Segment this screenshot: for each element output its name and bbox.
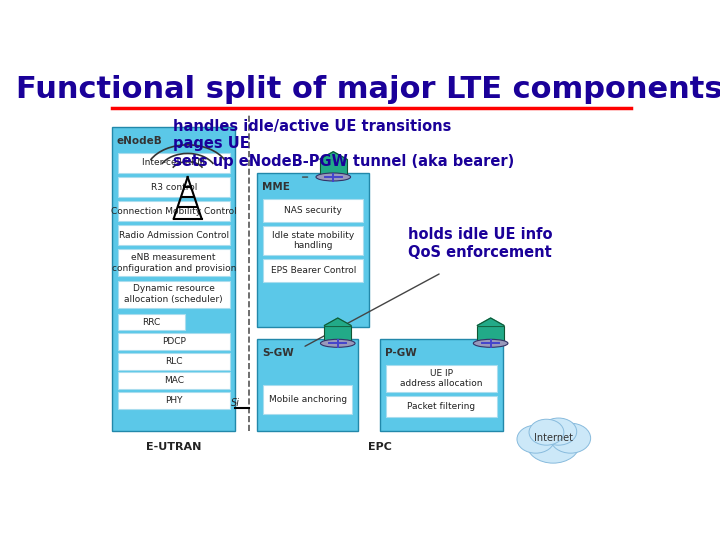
FancyBboxPatch shape [118,249,230,276]
Text: Functional split of major LTE components: Functional split of major LTE components [16,75,720,104]
Text: Si: Si [230,398,240,408]
Text: Dynamic resource
allocation (scheduler): Dynamic resource allocation (scheduler) [125,285,223,304]
Ellipse shape [316,173,351,181]
Text: Mobile anchoring: Mobile anchoring [269,395,347,404]
Polygon shape [477,318,504,326]
Text: EPS Bearer Control: EPS Bearer Control [271,266,356,275]
Text: handles idle/active UE transitions
pages UE
sets up eNodeB-PGW tunnel (aka beare: handles idle/active UE transitions pages… [174,119,515,168]
FancyBboxPatch shape [118,177,230,197]
Text: PDCP: PDCP [162,337,186,346]
Text: Idle state mobility
handling: Idle state mobility handling [272,231,354,250]
Text: NAS security: NAS security [284,206,342,214]
Circle shape [540,418,577,445]
Circle shape [517,425,554,453]
Circle shape [529,419,564,445]
FancyBboxPatch shape [477,326,504,341]
Text: EPC: EPC [368,442,392,453]
Text: eNB measurement
configuration and provision: eNB measurement configuration and provis… [112,253,236,273]
Ellipse shape [320,339,355,347]
FancyBboxPatch shape [118,281,230,308]
FancyBboxPatch shape [263,385,352,414]
Text: S-GW: S-GW [262,348,294,359]
FancyBboxPatch shape [118,353,230,369]
FancyBboxPatch shape [320,159,347,175]
FancyBboxPatch shape [386,396,498,417]
Text: MME: MME [262,182,289,192]
FancyBboxPatch shape [112,127,235,431]
Text: PHY: PHY [165,396,182,405]
Text: MAC: MAC [163,376,184,386]
FancyBboxPatch shape [263,226,364,255]
FancyBboxPatch shape [258,173,369,327]
FancyBboxPatch shape [380,339,503,431]
FancyBboxPatch shape [386,365,498,392]
Text: RLC: RLC [165,357,182,366]
Text: Packet filtering: Packet filtering [408,402,476,411]
Text: Radio Admission Control: Radio Admission Control [119,231,229,240]
FancyBboxPatch shape [118,333,230,350]
FancyBboxPatch shape [118,201,230,221]
FancyBboxPatch shape [118,373,230,389]
FancyBboxPatch shape [118,392,230,409]
FancyBboxPatch shape [324,326,351,341]
FancyBboxPatch shape [263,259,364,282]
FancyBboxPatch shape [118,225,230,245]
Text: P-GW: P-GW [384,348,416,359]
Text: Internet: Internet [534,433,572,443]
Polygon shape [320,152,347,159]
Ellipse shape [473,339,508,347]
Text: E-UTRAN: E-UTRAN [146,442,202,453]
FancyBboxPatch shape [118,314,186,330]
Circle shape [551,423,590,453]
Text: eNodeB: eNodeB [117,136,163,146]
Polygon shape [324,318,351,326]
FancyBboxPatch shape [118,153,230,173]
Text: RRC: RRC [143,318,161,327]
Text: holds idle UE info
QoS enforcement: holds idle UE info QoS enforcement [408,227,553,260]
Text: Inter-cell RRM: Inter-cell RRM [143,158,205,167]
FancyBboxPatch shape [258,339,358,431]
Text: R3 control: R3 control [150,183,197,192]
Text: UE IP
address allocation: UE IP address allocation [400,369,483,388]
FancyBboxPatch shape [263,199,364,221]
Text: Connection Mobility Control: Connection Mobility Control [111,207,237,215]
Circle shape [526,423,580,463]
